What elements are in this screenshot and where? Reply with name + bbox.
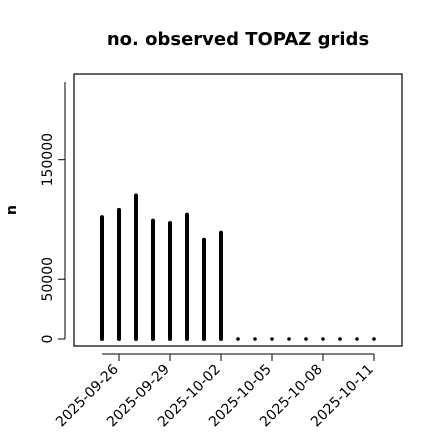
plot-frame (73, 73, 403, 347)
bar-2025-10-03 (236, 337, 240, 341)
bar-2025-10-09 (338, 337, 342, 341)
bar-2025-10-07 (304, 337, 308, 341)
chart-title: no. observed TOPAZ grids (107, 29, 369, 50)
y-tick-label: 50000 (40, 257, 56, 302)
x-axis-ticks: 2025-09-262025-09-292025-10-022025-10-05… (53, 354, 377, 430)
bar-2025-10-06 (287, 337, 291, 341)
y-axis-ticks: 0 50000 150000 (40, 133, 65, 343)
data-marks (100, 193, 376, 341)
bar-2025-10-10 (355, 337, 359, 341)
y-tick-label: 0 (40, 335, 56, 344)
y-axis-label: n (4, 205, 20, 215)
bar-2025-10-04 (253, 337, 257, 341)
bar-2025-10-08 (321, 337, 325, 341)
bar-2025-10-05 (270, 337, 274, 341)
y-tick-label: 150000 (40, 133, 56, 186)
bar-2025-10-11 (372, 337, 376, 341)
